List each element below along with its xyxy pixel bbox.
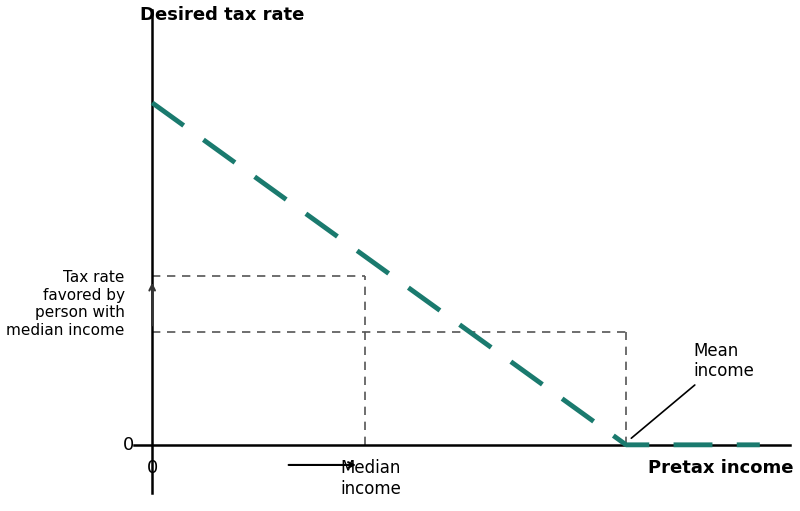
Text: Tax rate
favored by
person with
median income: Tax rate favored by person with median i… <box>6 270 125 338</box>
Text: 0: 0 <box>146 459 158 477</box>
Text: Median
income: Median income <box>341 459 402 498</box>
Text: Mean
income: Mean income <box>631 342 754 438</box>
Text: Desired tax rate: Desired tax rate <box>140 6 304 24</box>
Text: 0: 0 <box>122 436 134 454</box>
Text: Pretax income: Pretax income <box>648 459 794 477</box>
